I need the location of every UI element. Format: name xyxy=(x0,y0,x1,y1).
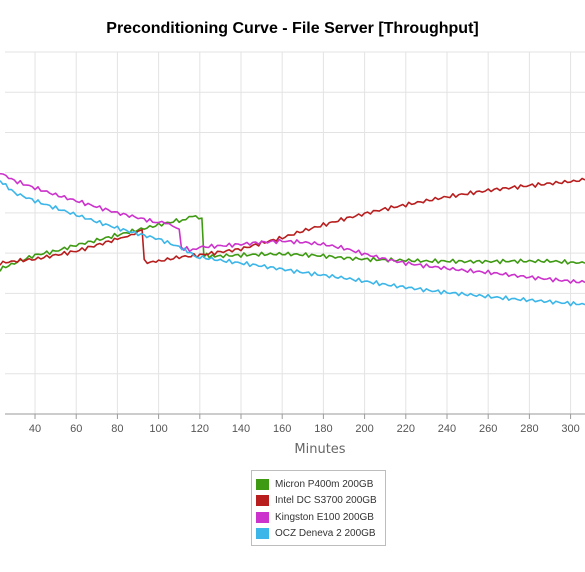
x-tick-label: 100 xyxy=(149,423,167,435)
x-tick-label: 300 xyxy=(561,423,579,435)
legend-item: Intel DC S3700 200GB xyxy=(256,493,381,510)
legend-item: Kingston E100 200GB xyxy=(256,509,381,526)
legend-item: Micron P400m 200GB xyxy=(256,476,381,493)
x-tick-label: 40 xyxy=(29,423,41,435)
x-tick-label: 180 xyxy=(314,423,332,435)
legend-label: Kingston E100 200GB xyxy=(275,511,374,523)
chart-title: Preconditioning Curve - File Server [Thr… xyxy=(106,20,479,37)
legend-item: OCZ Deneva 2 200GB xyxy=(256,526,381,543)
series-line-1 xyxy=(0,215,585,272)
plot-area: 40 60 80 100 120 140 160 180 200 220 240 260 280 300 xyxy=(0,51,585,435)
legend-swatch xyxy=(256,478,269,490)
x-tick-label: 240 xyxy=(438,423,456,435)
legend-swatch xyxy=(256,511,269,523)
x-axis-label: Minutes xyxy=(294,442,346,457)
legend-swatch xyxy=(256,495,269,507)
x-tick-label: 260 xyxy=(479,423,497,435)
series-line-3 xyxy=(0,172,585,284)
legend-label: Intel DC S3700 200GB xyxy=(275,495,377,507)
series-layer xyxy=(0,172,585,307)
legend-label: OCZ Deneva 2 200GB xyxy=(275,528,376,540)
grid xyxy=(5,51,585,414)
series-line-2 xyxy=(0,177,585,266)
x-tick-label: 140 xyxy=(232,423,250,435)
legend-swatch xyxy=(256,528,269,540)
legend: Micron P400m 200GB Intel DC S3700 200GB Ki… xyxy=(251,470,386,546)
legend-label: Micron P400m 200GB xyxy=(275,478,374,490)
x-tick-label: 160 xyxy=(273,423,291,435)
series-line-4 xyxy=(0,180,585,307)
x-ticks: 40 60 80 100 120 140 160 180 200 220 240 260 280 300 xyxy=(29,414,580,435)
x-tick-label: 200 xyxy=(355,423,373,435)
x-tick-label: 220 xyxy=(397,423,415,435)
x-tick-label: 280 xyxy=(520,423,538,435)
x-tick-label: 120 xyxy=(191,423,209,435)
x-tick-label: 80 xyxy=(111,423,123,435)
x-tick-label: 60 xyxy=(70,423,82,435)
